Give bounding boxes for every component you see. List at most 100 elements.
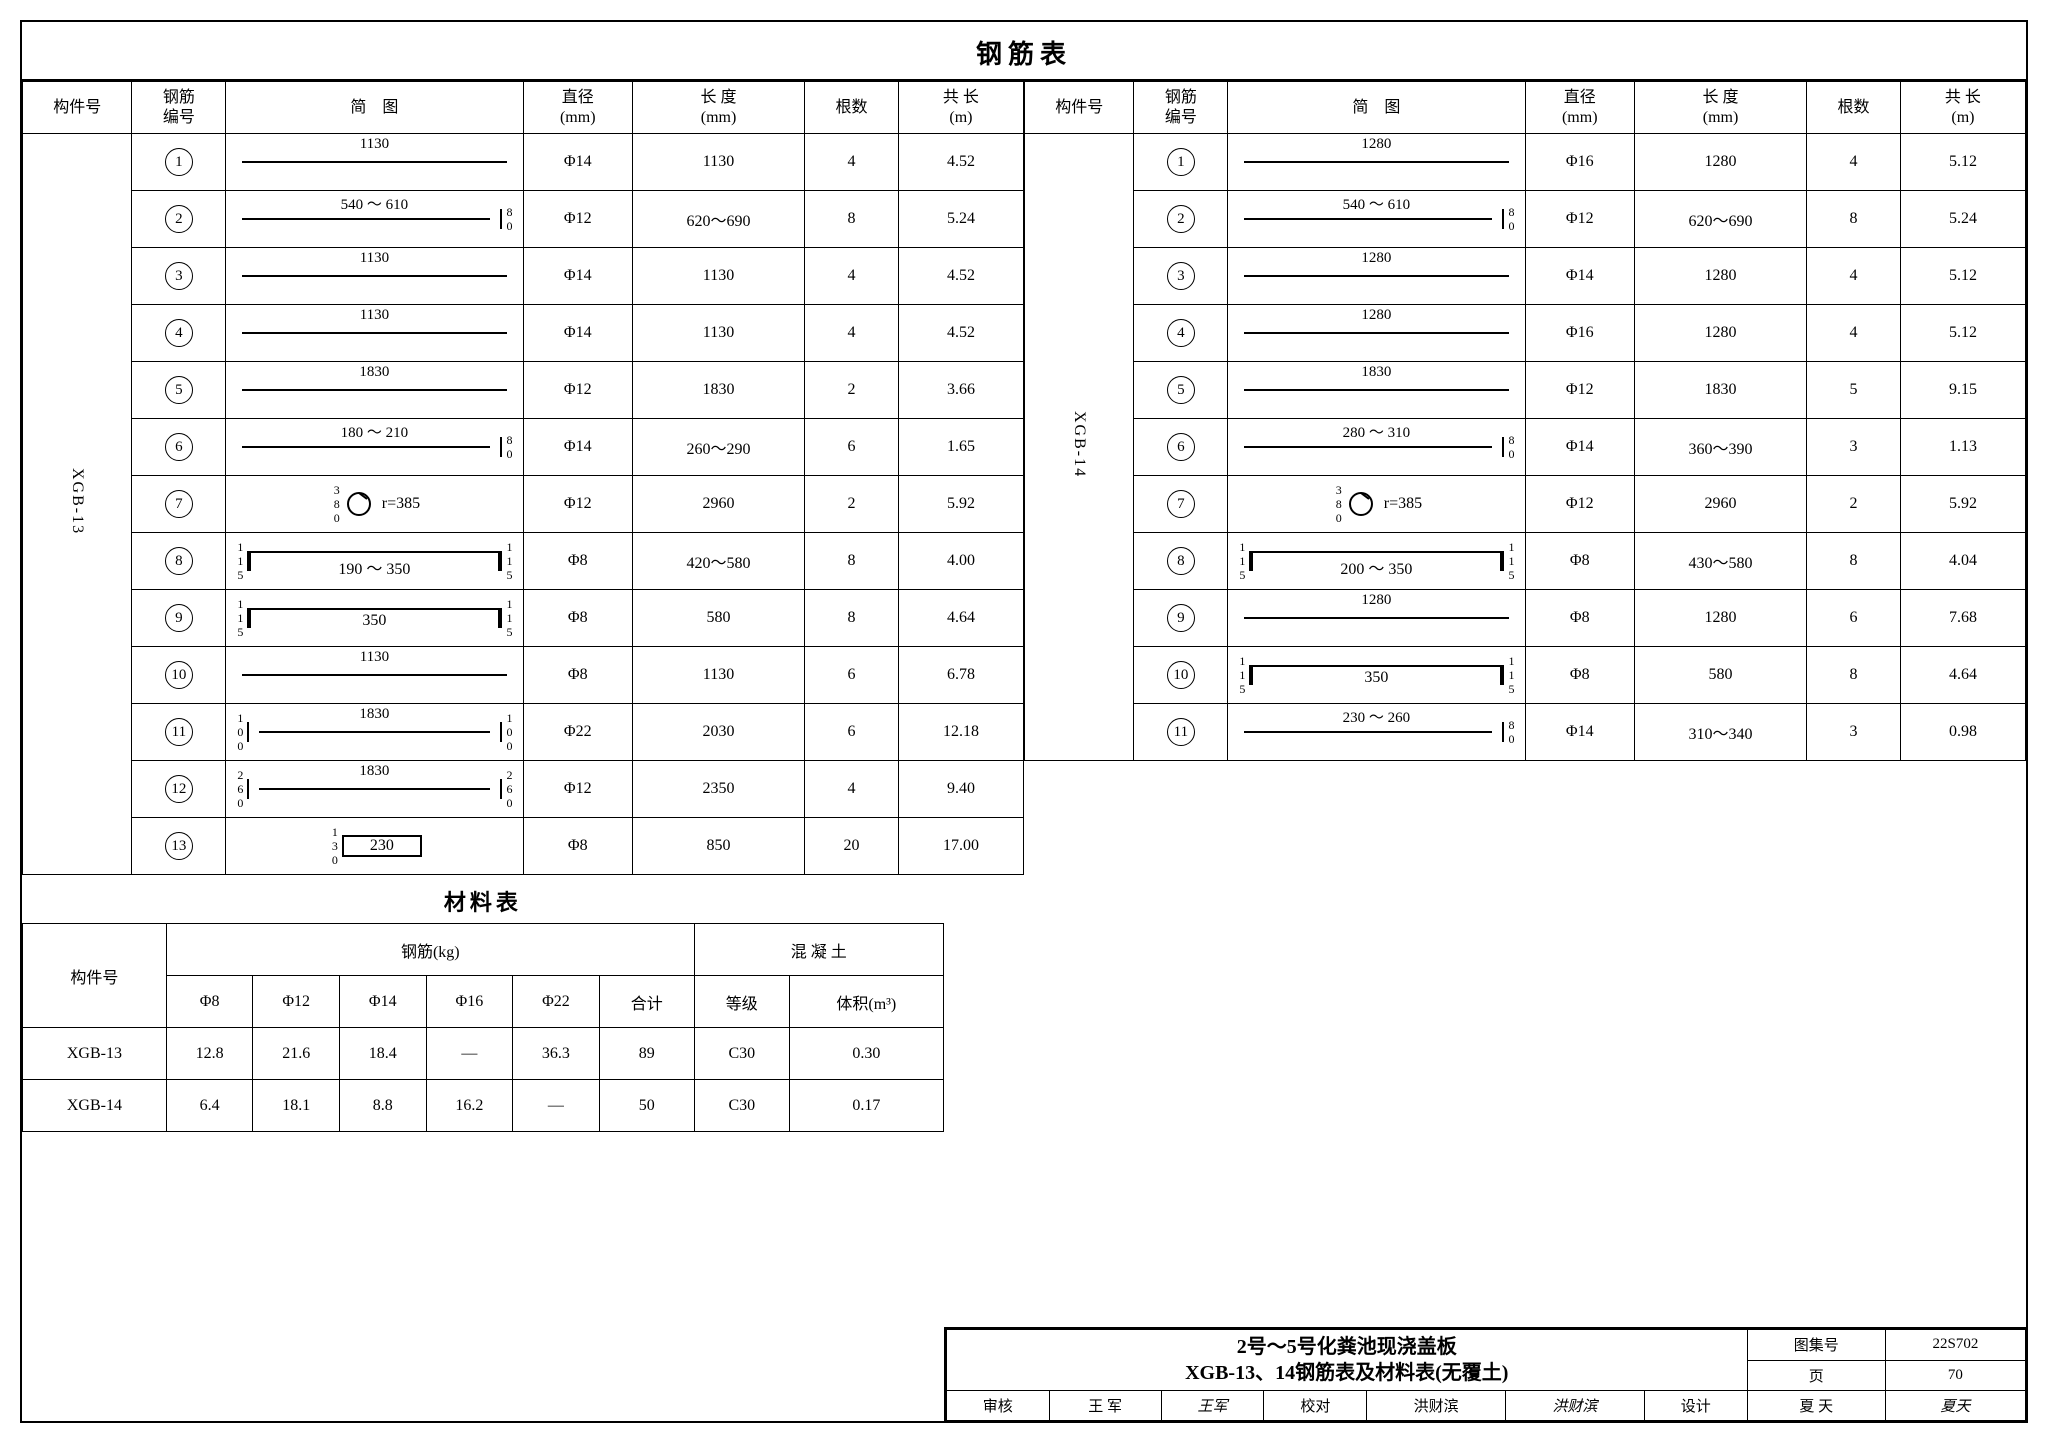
rebar-length: 420～580 <box>632 533 804 590</box>
rebar-number: 11 <box>132 704 226 761</box>
rebar-diameter: Φ14 <box>523 419 632 476</box>
table-row: 5 1830 Φ12 1830 5 9.15 <box>1025 362 2026 419</box>
rebar-qty: 8 <box>1807 533 1901 590</box>
rebar-number: 8 <box>132 533 226 590</box>
table-row: 3 1280 Φ14 1280 4 5.12 <box>1025 248 2026 305</box>
rebar-total: 6.78 <box>898 647 1023 704</box>
rebar-qty: 4 <box>805 305 899 362</box>
mat-cell: C30 <box>694 1080 789 1132</box>
tb-check-l: 校对 <box>1264 1391 1367 1421</box>
rebar-number: 12 <box>132 761 226 818</box>
rebar-schematic: 540 ～ 61080 <box>226 191 523 248</box>
mat-hdr-phi12: Φ12 <box>253 976 340 1028</box>
rebar-total: 1.65 <box>898 419 1023 476</box>
rebar-length: 360～390 <box>1634 419 1806 476</box>
rebar-diameter: Φ14 <box>523 134 632 191</box>
table-row: 11 230 ～ 26080 Φ14 310～340 3 0.98 <box>1025 704 2026 761</box>
rebar-total: 4.64 <box>898 590 1023 647</box>
mat-cell: 0.17 <box>789 1080 943 1132</box>
tb-review-l: 审核 <box>946 1391 1049 1421</box>
mat-hdr-vol: 体积(m³) <box>789 976 943 1028</box>
rebar-length: 2030 <box>632 704 804 761</box>
rebar-number: 1 <box>132 134 226 191</box>
rebar-schematic: 380r=385 <box>226 476 523 533</box>
rebar-number: 1 <box>1134 134 1228 191</box>
table-row: 5 1830 Φ12 1830 2 3.66 <box>23 362 1024 419</box>
rebar-table-right: 构件号 钢筋 编号 简 图 直径 (mm) 长 度 (mm) 根数 共 长 (m… <box>1024 81 2026 875</box>
table-row: 9 115350115 Φ8 580 8 4.64 <box>23 590 1024 647</box>
rebar-schematic: 540 ～ 61080 <box>1228 191 1525 248</box>
mat-cell: 12.8 <box>166 1028 253 1080</box>
rebar-diameter: Φ12 <box>1525 362 1634 419</box>
mat-component: XGB-14 <box>23 1080 167 1132</box>
rebar-diameter: Φ8 <box>523 818 632 875</box>
rebar-number: 11 <box>1134 704 1228 761</box>
table-row: 4 1280 Φ16 1280 4 5.12 <box>1025 305 2026 362</box>
rebar-total: 5.92 <box>1900 476 2025 533</box>
hdr-diameter: 直径 (mm) <box>523 82 632 134</box>
mat-hdr-phi8: Φ8 <box>166 976 253 1028</box>
tb-design-l: 设计 <box>1644 1391 1747 1421</box>
mat-hdr-concrete: 混 凝 土 <box>694 924 943 976</box>
mat-cell: 50 <box>599 1080 694 1132</box>
mat-hdr-grade: 等级 <box>694 976 789 1028</box>
component-label: XGB-14 <box>1070 411 1088 478</box>
rebar-length: 1280 <box>1634 305 1806 362</box>
rebar-schematic: 1130 <box>226 248 523 305</box>
rebar-qty: 4 <box>1807 134 1901 191</box>
rebar-total: 4.04 <box>1900 533 2025 590</box>
hdr-component: 构件号 <box>1025 82 1134 134</box>
rebar-number: 3 <box>132 248 226 305</box>
rebar-qty: 3 <box>1807 704 1901 761</box>
rebar-qty: 8 <box>805 533 899 590</box>
rebar-schematic: 1001830100 <box>226 704 523 761</box>
rebar-schematic: 1130 <box>226 134 523 191</box>
rebar-schematic: 380r=385 <box>1228 476 1525 533</box>
rebar-total: 0.98 <box>1900 704 2025 761</box>
rebar-number: 13 <box>132 818 226 875</box>
rebar-diameter: Φ8 <box>523 590 632 647</box>
rebar-qty: 20 <box>805 818 899 875</box>
rebar-diameter: Φ8 <box>1525 533 1634 590</box>
table-row: 2 540 ～ 61080 Φ12 620～690 8 5.24 <box>23 191 1024 248</box>
rebar-length: 310～340 <box>1634 704 1806 761</box>
ring-icon <box>344 489 374 519</box>
rebar-total: 5.12 <box>1900 134 2025 191</box>
table-row: 10 115350115 Φ8 580 8 4.64 <box>1025 647 2026 704</box>
table-row: 9 1280 Φ8 1280 6 7.68 <box>1025 590 2026 647</box>
hdr-qty: 根数 <box>1807 82 1901 134</box>
rebar-length: 1280 <box>1634 248 1806 305</box>
rebar-diameter: Φ14 <box>1525 704 1634 761</box>
table-row: XGB-146.418.18.816.2—50C300.17 <box>23 1080 944 1132</box>
rebar-number: 2 <box>1134 191 1228 248</box>
component-label: XGB-13 <box>68 468 86 535</box>
rebar-schematic: 1280 <box>1228 590 1525 647</box>
rebar-number: 4 <box>132 305 226 362</box>
table-row: 8 115200 ～ 350115 Φ8 430～580 8 4.04 <box>1025 533 2026 590</box>
hdr-length: 长 度 (mm) <box>632 82 804 134</box>
mat-cell: 36.3 <box>513 1028 600 1080</box>
rebar-schematic: 1280 <box>1228 134 1525 191</box>
rebar-table-left: 构件号 钢筋 编号 简 图 直径 (mm) 长 度 (mm) 根数 共 长 (m… <box>22 81 1024 875</box>
table-row: XGB-1312.821.618.4—36.389C300.30 <box>23 1028 944 1080</box>
rebar-total: 5.24 <box>1900 191 2025 248</box>
tb-check-n: 洪财滨 <box>1367 1391 1506 1421</box>
rebar-schematic: 115190 ～ 350115 <box>226 533 523 590</box>
rebar-qty: 5 <box>1807 362 1901 419</box>
table-row: 7 380r=385 Φ12 2960 2 5.92 <box>1025 476 2026 533</box>
tb-page-no: 70 <box>1885 1360 2025 1391</box>
mat-hdr-phi16: Φ16 <box>426 976 513 1028</box>
rebar-length: 2960 <box>632 476 804 533</box>
mat-cell: 0.30 <box>789 1028 943 1080</box>
tb-check-sig: 洪财滨 <box>1506 1391 1645 1421</box>
rebar-length: 1280 <box>1634 134 1806 191</box>
rebar-number: 3 <box>1134 248 1228 305</box>
mat-hdr-rebar: 钢筋(kg) <box>166 924 694 976</box>
table-row: 7 380r=385 Φ12 2960 2 5.92 <box>23 476 1024 533</box>
rebar-length: 2350 <box>632 761 804 818</box>
hdr-qty: 根数 <box>805 82 899 134</box>
rebar-total: 4.52 <box>898 248 1023 305</box>
rebar-diameter: Φ8 <box>523 533 632 590</box>
rebar-schematic: 130230 <box>226 818 523 875</box>
rebar-length: 260～290 <box>632 419 804 476</box>
